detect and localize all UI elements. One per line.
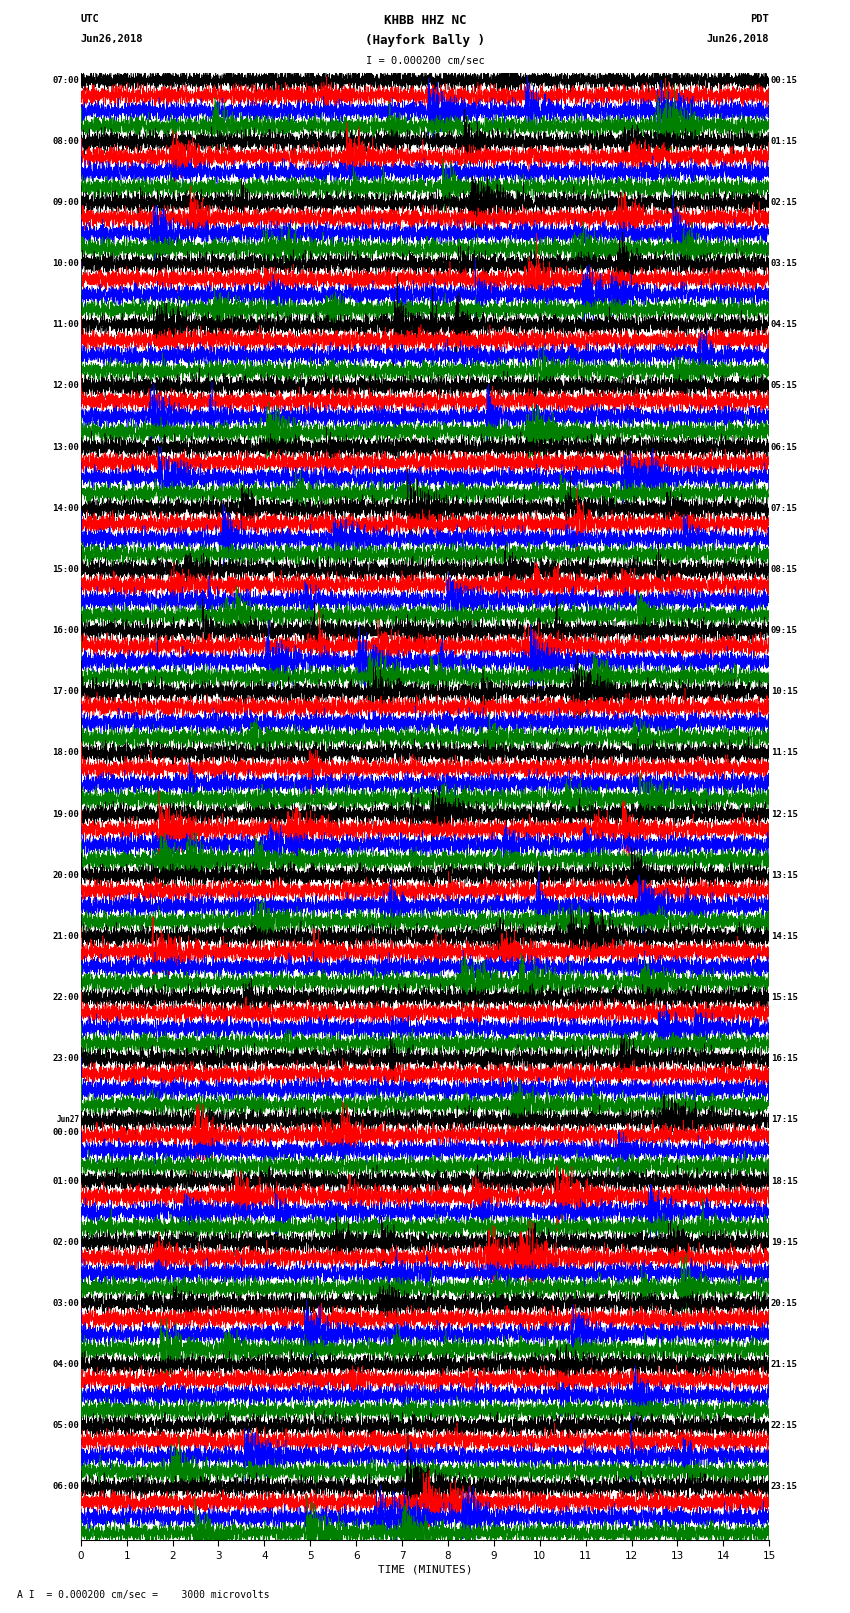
Text: 16:00: 16:00 bbox=[53, 626, 79, 636]
Text: I = 0.000200 cm/sec: I = 0.000200 cm/sec bbox=[366, 56, 484, 66]
Text: 15:15: 15:15 bbox=[771, 994, 797, 1002]
Text: 06:15: 06:15 bbox=[771, 442, 797, 452]
Text: 04:15: 04:15 bbox=[771, 321, 797, 329]
Text: 11:15: 11:15 bbox=[771, 748, 797, 758]
Text: Jun27: Jun27 bbox=[56, 1115, 79, 1124]
Text: 11:00: 11:00 bbox=[53, 321, 79, 329]
Text: 20:15: 20:15 bbox=[771, 1298, 797, 1308]
Text: KHBB HHZ NC: KHBB HHZ NC bbox=[383, 15, 467, 27]
Text: 14:00: 14:00 bbox=[53, 503, 79, 513]
Text: 12:15: 12:15 bbox=[771, 810, 797, 818]
Text: 15:00: 15:00 bbox=[53, 565, 79, 574]
Text: 13:00: 13:00 bbox=[53, 442, 79, 452]
Text: 08:15: 08:15 bbox=[771, 565, 797, 574]
Text: 05:15: 05:15 bbox=[771, 381, 797, 390]
Text: 21:15: 21:15 bbox=[771, 1360, 797, 1369]
Text: PDT: PDT bbox=[751, 15, 769, 24]
Text: 08:00: 08:00 bbox=[53, 137, 79, 145]
Text: 05:00: 05:00 bbox=[53, 1421, 79, 1431]
Text: A I  = 0.000200 cm/sec =    3000 microvolts: A I = 0.000200 cm/sec = 3000 microvolts bbox=[17, 1590, 269, 1600]
Text: 23:00: 23:00 bbox=[53, 1055, 79, 1063]
Text: 22:15: 22:15 bbox=[771, 1421, 797, 1431]
Text: 02:00: 02:00 bbox=[53, 1237, 79, 1247]
Text: 01:00: 01:00 bbox=[53, 1176, 79, 1186]
Text: 04:00: 04:00 bbox=[53, 1360, 79, 1369]
Text: 14:15: 14:15 bbox=[771, 932, 797, 940]
Text: 22:00: 22:00 bbox=[53, 994, 79, 1002]
Text: 19:15: 19:15 bbox=[771, 1237, 797, 1247]
Text: UTC: UTC bbox=[81, 15, 99, 24]
Text: 09:15: 09:15 bbox=[771, 626, 797, 636]
Text: 03:00: 03:00 bbox=[53, 1298, 79, 1308]
Text: 18:15: 18:15 bbox=[771, 1176, 797, 1186]
Text: 20:00: 20:00 bbox=[53, 871, 79, 879]
Text: 02:15: 02:15 bbox=[771, 198, 797, 206]
Text: 18:00: 18:00 bbox=[53, 748, 79, 758]
Text: 00:15: 00:15 bbox=[771, 76, 797, 84]
Text: 13:15: 13:15 bbox=[771, 871, 797, 879]
Text: 07:15: 07:15 bbox=[771, 503, 797, 513]
X-axis label: TIME (MINUTES): TIME (MINUTES) bbox=[377, 1565, 473, 1574]
Text: 17:15: 17:15 bbox=[771, 1115, 797, 1124]
Text: 12:00: 12:00 bbox=[53, 381, 79, 390]
Text: Jun26,2018: Jun26,2018 bbox=[81, 34, 144, 44]
Text: 10:15: 10:15 bbox=[771, 687, 797, 697]
Text: 03:15: 03:15 bbox=[771, 260, 797, 268]
Text: 07:00: 07:00 bbox=[53, 76, 79, 84]
Text: Jun26,2018: Jun26,2018 bbox=[706, 34, 769, 44]
Text: 17:00: 17:00 bbox=[53, 687, 79, 697]
Text: 16:15: 16:15 bbox=[771, 1055, 797, 1063]
Text: 23:15: 23:15 bbox=[771, 1482, 797, 1492]
Text: 10:00: 10:00 bbox=[53, 260, 79, 268]
Text: 01:15: 01:15 bbox=[771, 137, 797, 145]
Text: (Hayfork Bally ): (Hayfork Bally ) bbox=[365, 34, 485, 47]
Text: 19:00: 19:00 bbox=[53, 810, 79, 818]
Text: 21:00: 21:00 bbox=[53, 932, 79, 940]
Text: 00:00: 00:00 bbox=[53, 1127, 79, 1137]
Text: 09:00: 09:00 bbox=[53, 198, 79, 206]
Text: 06:00: 06:00 bbox=[53, 1482, 79, 1492]
